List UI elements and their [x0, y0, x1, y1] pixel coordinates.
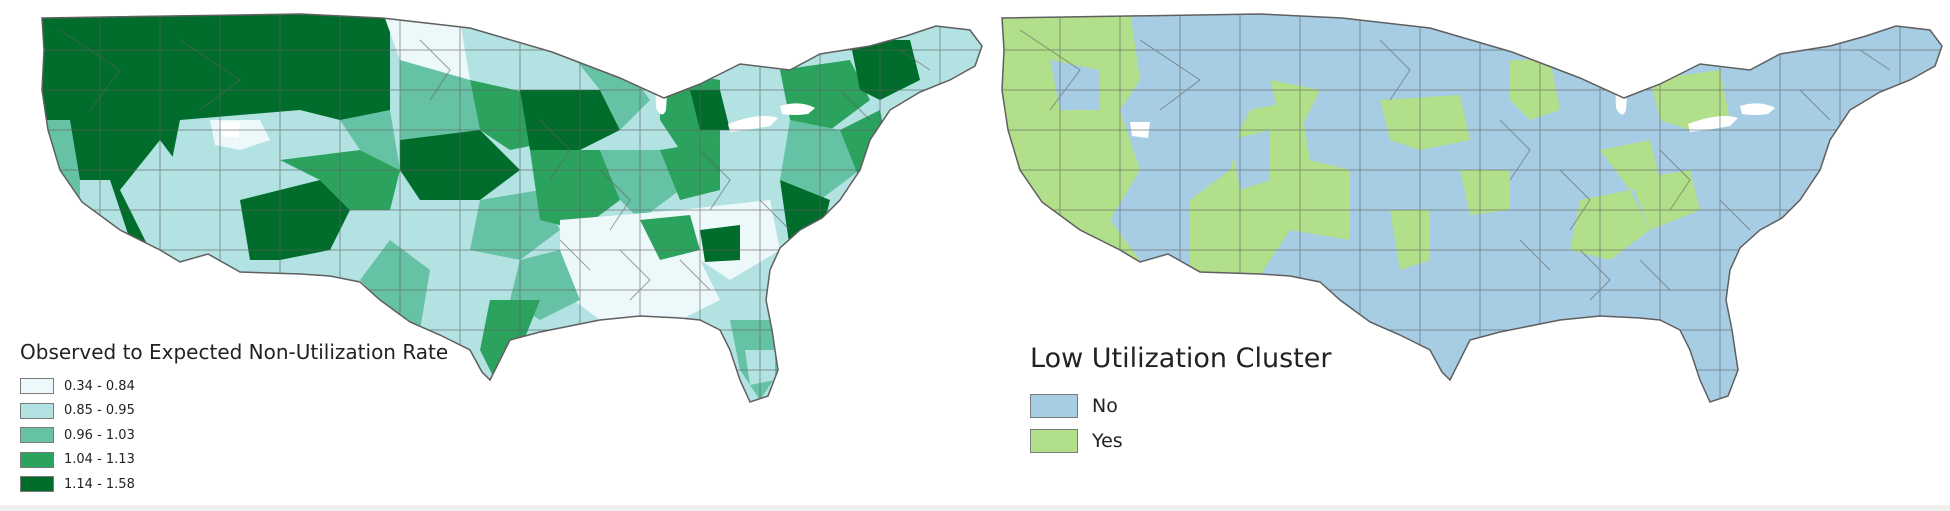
legend-swatch — [20, 451, 54, 468]
lake — [1580, 60, 1630, 70]
legend-title: Low Utilization Cluster — [1030, 343, 1332, 374]
region — [1070, 130, 1130, 190]
legend-label: 0.96 - 1.03 — [64, 427, 135, 443]
region — [360, 240, 430, 330]
region — [1650, 70, 1730, 130]
legend-item: 0.96 - 1.03 — [20, 423, 448, 448]
legend-label: 1.04 - 1.13 — [64, 452, 135, 468]
country-outline — [1001, 13, 1943, 403]
region — [150, 200, 250, 290]
region — [470, 190, 560, 260]
legend-swatch — [1030, 428, 1078, 453]
region — [1380, 95, 1470, 150]
region — [850, 40, 920, 100]
legend-item: 0.85 - 0.95 — [20, 399, 448, 424]
region — [1570, 190, 1650, 260]
legend-swatch — [20, 476, 54, 493]
legend-label: Yes — [1092, 429, 1123, 452]
region — [240, 180, 350, 260]
left-map-svg — [41, 13, 983, 403]
low-utilization-cluster-map — [990, 0, 1950, 511]
region — [1050, 60, 1100, 110]
region — [1190, 100, 1350, 290]
area-boundaries — [42, 14, 980, 400]
legend-item: Yes — [1030, 423, 1331, 458]
region — [340, 110, 400, 170]
legend-label: 0.34 - 0.84 — [64, 378, 135, 394]
lake — [1688, 116, 1738, 132]
region — [430, 260, 500, 350]
region — [170, 110, 300, 200]
region — [520, 90, 620, 150]
legend-label: 0.85 - 0.95 — [64, 403, 135, 419]
legend-swatch — [20, 427, 54, 444]
legend-item: 1.04 - 1.13 — [20, 448, 448, 473]
legend-swatch — [20, 402, 54, 419]
region — [390, 200, 470, 270]
low-utilization-legend: Low Utilization Cluster No Yes — [1030, 343, 1331, 458]
region — [1460, 170, 1510, 215]
country-outline — [41, 13, 983, 403]
lake — [728, 116, 778, 132]
legend-item: 1.14 - 1.58 — [20, 472, 448, 497]
bottom-strip — [0, 505, 1950, 511]
legend-title: Observed to Expected Non-Utilization Rat… — [20, 340, 449, 364]
legend-swatch — [1030, 393, 1078, 418]
lake — [655, 70, 668, 115]
non-utilization-rate-map: Observed to Expected Non-Utilization Rat… — [20, 13, 983, 497]
lake — [620, 60, 670, 70]
lake — [780, 103, 815, 115]
lake — [1615, 70, 1628, 115]
legend-label: No — [1092, 394, 1118, 417]
region — [640, 215, 700, 260]
region — [1270, 80, 1320, 130]
region — [1630, 170, 1700, 230]
non-utilization-legend: Observed to Expected Non-Utilization Rat… — [20, 340, 448, 497]
legend-item: 0.34 - 0.84 — [20, 374, 448, 399]
lake — [1740, 103, 1775, 115]
region — [700, 225, 740, 262]
legend-swatch — [20, 378, 54, 395]
legend-item: No — [1030, 388, 1331, 423]
right-map-svg — [1001, 13, 1943, 403]
region — [910, 30, 980, 80]
legend-label: 1.14 - 1.58 — [64, 476, 135, 492]
